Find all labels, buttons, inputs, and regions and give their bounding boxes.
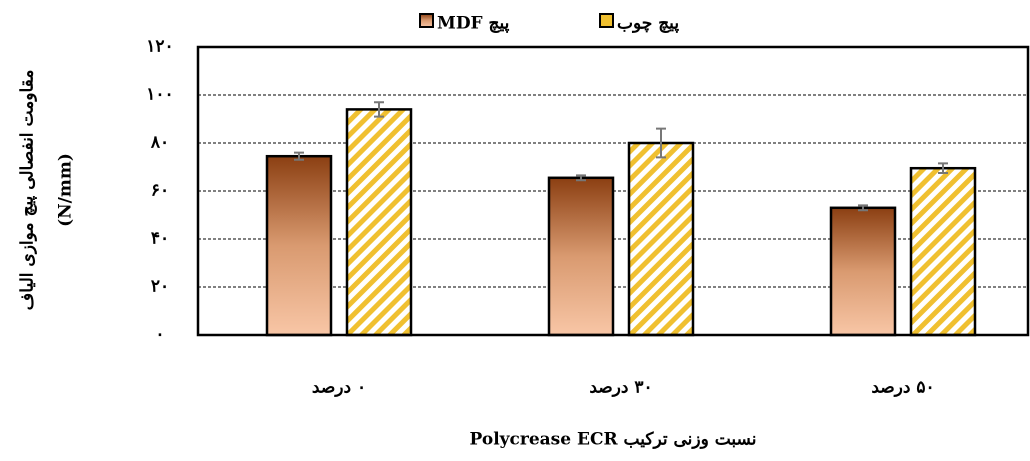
plot-frame xyxy=(196,45,1030,337)
bar xyxy=(265,154,333,337)
legend-swatch xyxy=(599,13,614,28)
bar xyxy=(547,176,615,337)
bar xyxy=(627,141,695,337)
y-tick-label: ۶۰ xyxy=(151,181,169,201)
error-bar xyxy=(294,151,304,161)
error-bar xyxy=(858,204,868,212)
legend-label: پیچ MDF xyxy=(437,14,510,34)
bar xyxy=(909,166,977,337)
x-tick-label: ۳۰ درصد xyxy=(589,378,652,398)
y-tick-label: ۱۰۰ xyxy=(146,85,173,105)
x-tick-label: ۰ درصد xyxy=(312,378,366,398)
y-tick-label: ۲۰ xyxy=(151,277,169,297)
bar xyxy=(829,206,897,337)
x-axis-title: نسبت وزنی ترکیب Polycrease ECR xyxy=(470,430,757,450)
bar xyxy=(345,108,413,337)
y-tick-label: ۰ xyxy=(155,325,164,345)
error-bar xyxy=(656,127,666,159)
legend-swatch xyxy=(419,13,434,28)
y-tick-label: ۱۲۰ xyxy=(146,37,173,57)
y-axis-title: مقاومت انفصالی پیچ موازی الیاف xyxy=(18,70,38,311)
y-axis-title: (N/mm) xyxy=(56,153,76,227)
error-bar xyxy=(576,174,586,182)
y-tick-label: ۸۰ xyxy=(150,133,169,153)
legend-label: پیچ چوب xyxy=(617,14,679,34)
error-bar xyxy=(938,162,948,174)
x-tick-label: ۵۰ درصد xyxy=(871,378,934,398)
error-bar xyxy=(374,101,384,118)
y-tick-label: ۴۰ xyxy=(151,229,169,249)
